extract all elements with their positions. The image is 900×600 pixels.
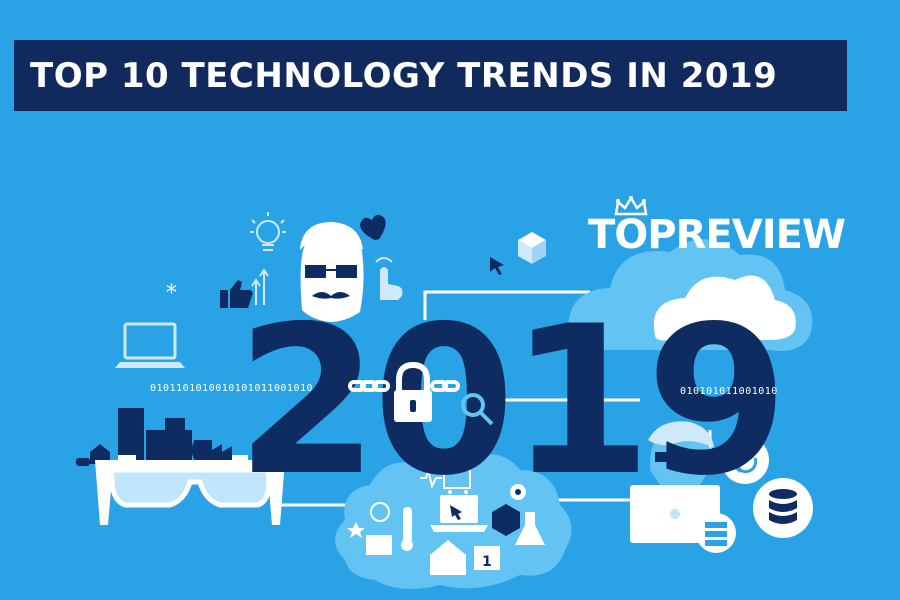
heart-icon — [360, 214, 386, 241]
page-title: TOP 10 TECHNOLOGY TRENDS IN 2019 — [30, 55, 778, 96]
touch-hand-icon — [375, 257, 403, 300]
binary-text-right: 010101011001010 — [680, 386, 778, 397]
calendar-day: 1 — [482, 554, 492, 570]
laptop-icon — [115, 322, 185, 368]
city-skyline-icon — [76, 408, 232, 466]
iot-cloud-icon: 1 — [335, 453, 572, 589]
thumbs-up-icon — [220, 280, 253, 308]
chain-icon — [348, 380, 460, 392]
sync-icon — [721, 436, 769, 484]
asterisk-icon: * — [166, 281, 177, 306]
padlock-icon — [394, 361, 432, 422]
crown-icon — [614, 196, 648, 216]
cloud-icon — [568, 239, 813, 351]
hipster-avatar-icon — [300, 222, 364, 322]
brand-logo: TOPREVIEW — [588, 196, 850, 266]
year-2019: 2019 — [236, 283, 789, 521]
database-icon — [753, 478, 813, 538]
binary-text-left: 0101101010010101011001010 — [150, 383, 314, 394]
brand-name: TOPREVIEW — [588, 212, 846, 258]
server-icon — [696, 513, 736, 553]
lightbulb-icon — [250, 212, 286, 251]
growth-arrows-icon — [251, 268, 269, 305]
title-banner: TOP 10 TECHNOLOGY TRENDS IN 2019 — [14, 40, 847, 111]
cube-icon — [518, 232, 546, 264]
vr-glasses-icon — [95, 440, 285, 525]
cursor-icon — [490, 257, 504, 275]
magnifier-icon — [461, 393, 494, 426]
